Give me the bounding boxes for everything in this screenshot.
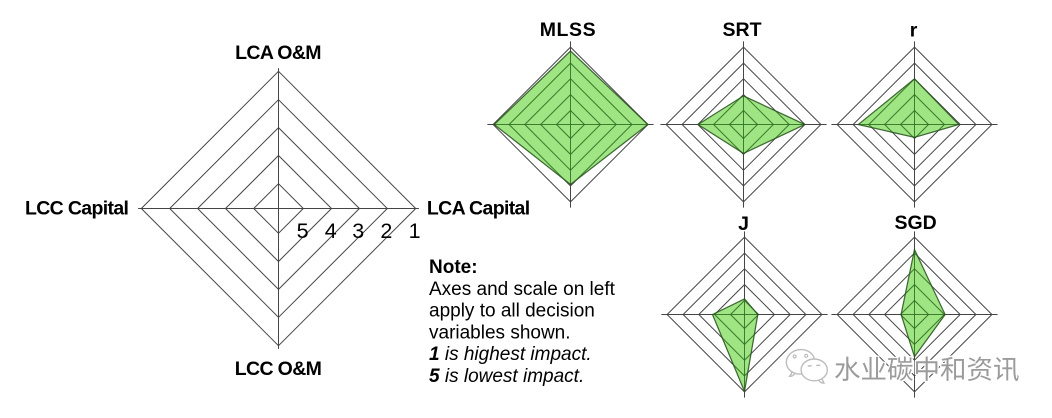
svg-text:J: J [738, 213, 749, 235]
svg-text:3: 3 [352, 219, 364, 243]
svg-text:5: 5 [297, 219, 309, 243]
svg-text:4: 4 [325, 219, 337, 243]
svg-text:LCC O&M: LCC O&M [235, 358, 321, 380]
svg-text:Axes and scale on left: Axes and scale on left [429, 279, 616, 300]
svg-text:LCA O&M: LCA O&M [235, 42, 321, 64]
svg-text:Note:: Note: [429, 257, 478, 278]
svg-text:LCA Capital: LCA Capital [427, 198, 530, 220]
svg-text:LCC Capital: LCC Capital [25, 198, 129, 220]
svg-text:2: 2 [380, 219, 392, 243]
svg-text:apply to all decision: apply to all decision [429, 301, 595, 322]
svg-text:SGD: SGD [894, 212, 936, 234]
svg-text:SRT: SRT [723, 19, 762, 41]
svg-text:5 is lowest impact.: 5 is lowest impact. [429, 366, 584, 387]
svg-text:1: 1 [409, 219, 421, 243]
svg-text:1 is highest impact.: 1 is highest impact. [429, 344, 592, 365]
svg-text:variables shown.: variables shown. [429, 322, 571, 343]
svg-text:MLSS: MLSS [540, 19, 597, 41]
svg-text:r: r [910, 20, 918, 42]
